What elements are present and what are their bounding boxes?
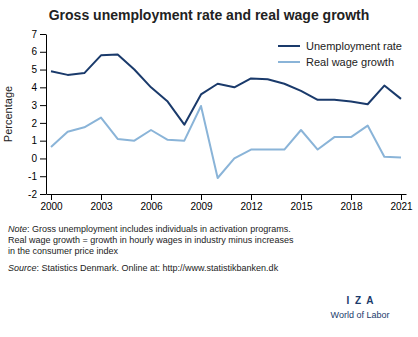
x-tick-mark xyxy=(301,194,302,200)
note-line: Source: Statistics Denmark. Online at: h… xyxy=(8,263,279,273)
y-tick-label: -1 xyxy=(28,171,37,182)
y-tick-label: 6 xyxy=(31,46,37,57)
legend-swatch xyxy=(278,61,300,63)
y-axis-title: Percentage xyxy=(2,86,14,142)
x-tick: 2006 xyxy=(140,194,163,212)
note-text: Real wage growth = growth in hourly wage… xyxy=(8,235,294,245)
x-tick-mark xyxy=(401,194,402,200)
x-tick-mark xyxy=(351,194,352,200)
x-tick: 2018 xyxy=(340,194,363,212)
note-text: in the consumer price index xyxy=(8,246,119,256)
x-tick-label: 2018 xyxy=(340,201,363,212)
x-tick-label: 2003 xyxy=(90,201,113,212)
x-axis-line xyxy=(47,194,407,195)
y-tick: 2 xyxy=(31,118,46,129)
x-tick-label: 2006 xyxy=(140,201,163,212)
x-tick: 2003 xyxy=(90,194,113,212)
x-tick-mark xyxy=(151,194,152,200)
y-tick: 5 xyxy=(31,64,46,75)
y-tick-mark xyxy=(40,52,46,53)
line-series xyxy=(51,54,401,124)
y-tick-label: 5 xyxy=(31,64,37,75)
note-text: : Gross unemployment includes individual… xyxy=(27,224,291,234)
y-axis-line xyxy=(46,35,47,195)
x-axis: 2000 2003 2006 2009 2012 2015 2018 2021 xyxy=(40,194,413,212)
legend-label: Unemployment rate xyxy=(306,40,402,52)
legend-item: Real wage growth xyxy=(278,56,394,68)
y-tick-mark xyxy=(40,194,46,195)
x-tick-label: 2009 xyxy=(190,201,213,212)
y-tick-mark xyxy=(40,123,46,124)
x-tick: 2012 xyxy=(240,194,263,212)
x-tick-mark xyxy=(201,194,202,200)
y-tick: -1 xyxy=(28,171,46,182)
y-tick-mark xyxy=(40,158,46,159)
x-tick: 2009 xyxy=(190,194,213,212)
note-line: Note: Gross unemployment includes indivi… xyxy=(8,224,291,234)
chart: Gross unemployment rate and real wage gr… xyxy=(0,0,418,337)
title: Gross unemployment rate and real wage gr… xyxy=(49,7,370,23)
y-tick-mark xyxy=(40,176,46,177)
y-tick-mark xyxy=(40,87,46,88)
y-tick: -2 xyxy=(28,189,46,200)
note-text: : Statistics Denmark. Online at: http://… xyxy=(37,263,279,273)
note-label: Note xyxy=(8,224,27,234)
y-tick: 7 xyxy=(31,29,46,40)
y-tick: 3 xyxy=(31,100,46,111)
legend-item: Unemployment rate xyxy=(278,40,402,52)
y-tick-mark xyxy=(40,34,46,35)
y-tick-mark xyxy=(40,105,46,106)
legend-label: Real wage growth xyxy=(306,56,394,68)
y-tick-label: -2 xyxy=(28,189,37,200)
x-tick: 2021 xyxy=(390,194,413,212)
y-tick-label: 7 xyxy=(31,29,37,40)
x-tick-label: 2021 xyxy=(390,201,413,212)
note-label: Source xyxy=(8,263,37,273)
annotation: I Z A xyxy=(347,295,374,306)
y-tick-mark xyxy=(40,70,46,71)
y-tick-label: 4 xyxy=(31,82,37,93)
x-tick-label: 2012 xyxy=(240,201,263,212)
y-tick: 0 xyxy=(31,153,46,164)
y-axis: -2 -1 0 1 2 3 4 5 6 7 xyxy=(28,29,46,200)
x-tick-mark xyxy=(101,194,102,200)
y-tick-label: 3 xyxy=(31,100,37,111)
x-tick: 2000 xyxy=(40,194,63,212)
y-tick-label: 1 xyxy=(31,135,37,146)
legend-swatch xyxy=(278,45,300,47)
line-series xyxy=(51,106,401,178)
note-line: in the consumer price index xyxy=(8,246,119,256)
y-tick: 4 xyxy=(31,82,46,93)
annotation: World of Labor xyxy=(331,310,390,320)
note-line: Real wage growth = growth in hourly wage… xyxy=(8,235,294,245)
x-tick-label: 2015 xyxy=(290,201,313,212)
plot-area xyxy=(51,54,401,178)
y-tick-mark xyxy=(40,141,46,142)
x-tick-label: 2000 xyxy=(40,201,63,212)
x-tick: 2015 xyxy=(290,194,313,212)
y-tick: 1 xyxy=(31,135,46,146)
x-tick-mark xyxy=(251,194,252,200)
x-tick-mark xyxy=(51,194,52,200)
y-tick-label: 2 xyxy=(31,118,37,129)
y-tick-label: 0 xyxy=(31,153,37,164)
legend: Unemployment rate Real wage growth xyxy=(278,40,402,68)
y-tick: 6 xyxy=(31,46,46,57)
